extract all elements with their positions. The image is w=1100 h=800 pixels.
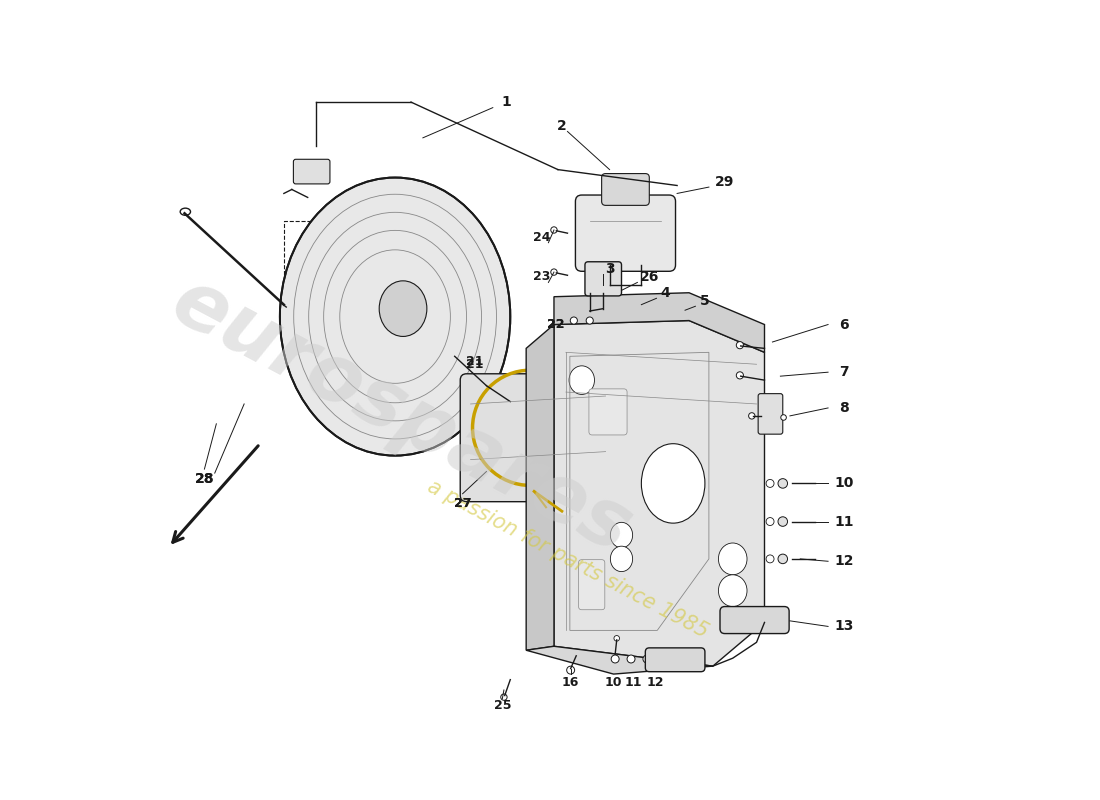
Text: 23: 23 — [534, 270, 551, 283]
Text: 8: 8 — [839, 401, 849, 415]
FancyBboxPatch shape — [646, 648, 705, 672]
FancyBboxPatch shape — [575, 195, 675, 271]
Text: 13: 13 — [834, 619, 854, 634]
Ellipse shape — [778, 517, 788, 526]
Ellipse shape — [642, 655, 651, 663]
Ellipse shape — [279, 178, 510, 456]
Ellipse shape — [718, 543, 747, 574]
Ellipse shape — [594, 388, 626, 491]
Polygon shape — [554, 321, 764, 666]
Ellipse shape — [610, 546, 632, 571]
Text: 21: 21 — [465, 358, 483, 370]
Ellipse shape — [778, 478, 788, 488]
Text: 25: 25 — [494, 699, 512, 712]
Text: 1: 1 — [502, 95, 512, 109]
Text: eurospares: eurospares — [158, 262, 645, 570]
Text: 7: 7 — [839, 365, 849, 379]
Text: 26: 26 — [639, 270, 659, 284]
Ellipse shape — [569, 366, 594, 394]
Ellipse shape — [379, 281, 427, 337]
Ellipse shape — [766, 518, 774, 526]
Polygon shape — [554, 293, 764, 352]
Ellipse shape — [614, 635, 619, 641]
Text: 12: 12 — [647, 675, 664, 689]
FancyBboxPatch shape — [460, 374, 616, 502]
Text: 24: 24 — [534, 230, 551, 244]
Text: 27: 27 — [454, 497, 472, 510]
Text: 2: 2 — [557, 119, 566, 133]
Text: 27: 27 — [454, 497, 472, 510]
FancyBboxPatch shape — [758, 394, 783, 434]
Text: 29: 29 — [715, 174, 735, 189]
Ellipse shape — [610, 522, 632, 548]
Text: a passion for parts since 1985: a passion for parts since 1985 — [424, 476, 712, 642]
Ellipse shape — [766, 555, 774, 563]
Text: 22: 22 — [547, 318, 564, 331]
Polygon shape — [526, 646, 713, 674]
Text: 28: 28 — [195, 473, 214, 486]
Ellipse shape — [766, 479, 774, 487]
FancyBboxPatch shape — [588, 389, 627, 435]
Text: 10: 10 — [834, 477, 854, 490]
Text: 11: 11 — [625, 675, 642, 689]
Ellipse shape — [736, 342, 744, 349]
Text: 10: 10 — [605, 675, 623, 689]
FancyBboxPatch shape — [294, 159, 330, 184]
Text: 3: 3 — [605, 262, 615, 276]
FancyBboxPatch shape — [585, 262, 622, 296]
Ellipse shape — [778, 554, 788, 564]
Ellipse shape — [749, 413, 755, 419]
Ellipse shape — [570, 317, 578, 324]
Text: 16: 16 — [561, 675, 579, 689]
Ellipse shape — [551, 227, 558, 233]
Ellipse shape — [718, 574, 747, 606]
Ellipse shape — [506, 400, 517, 408]
Text: 21: 21 — [465, 355, 483, 368]
Ellipse shape — [500, 694, 507, 700]
FancyBboxPatch shape — [720, 606, 789, 634]
Ellipse shape — [586, 317, 593, 324]
Ellipse shape — [627, 655, 635, 663]
Text: 6: 6 — [839, 318, 849, 331]
Ellipse shape — [612, 655, 619, 663]
Ellipse shape — [641, 444, 705, 523]
FancyBboxPatch shape — [579, 560, 605, 610]
Ellipse shape — [180, 208, 190, 215]
FancyBboxPatch shape — [602, 174, 649, 206]
Polygon shape — [526, 325, 554, 650]
Text: 22: 22 — [547, 318, 564, 331]
Text: 12: 12 — [834, 554, 854, 568]
Text: 4: 4 — [660, 286, 670, 300]
Ellipse shape — [736, 372, 744, 379]
Ellipse shape — [781, 414, 786, 420]
Text: 28: 28 — [195, 473, 214, 486]
Ellipse shape — [551, 269, 558, 275]
Ellipse shape — [566, 666, 574, 674]
Text: 11: 11 — [834, 514, 854, 529]
Text: 5: 5 — [700, 294, 710, 308]
